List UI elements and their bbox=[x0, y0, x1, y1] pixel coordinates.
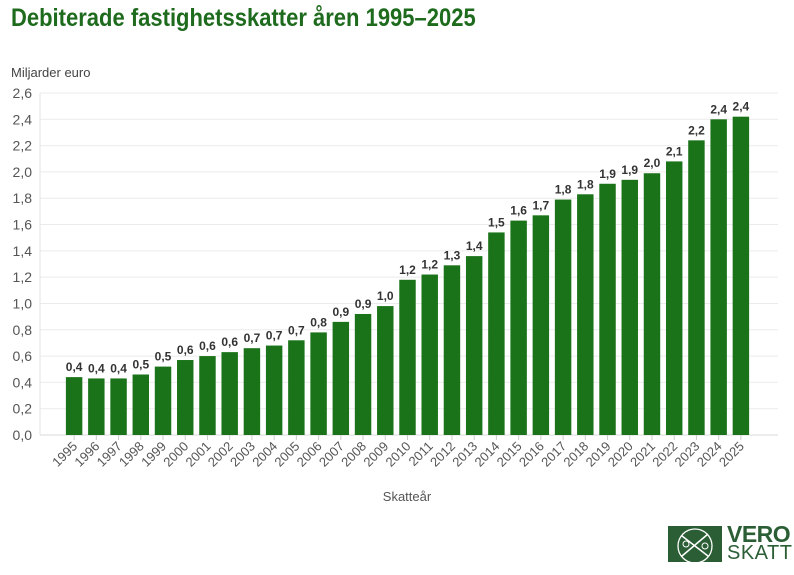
bar-2013 bbox=[465, 256, 483, 435]
data-label-2008: 0,9 bbox=[355, 297, 372, 311]
y-tick-label: 1,4 bbox=[13, 243, 33, 259]
chart-title: Debiterade fastighetsskatter åren 1995–2… bbox=[11, 4, 476, 32]
data-label-2010: 1,2 bbox=[399, 263, 416, 277]
data-label-2012: 1,3 bbox=[444, 248, 461, 262]
data-label-2000: 0,6 bbox=[177, 343, 194, 357]
data-label-2014: 1,5 bbox=[488, 215, 505, 229]
data-label-2025: 2,4 bbox=[733, 100, 750, 114]
data-label-2013: 1,4 bbox=[466, 239, 483, 253]
x-tick-label-2025: 2025 bbox=[716, 439, 747, 470]
data-label-2023: 2,2 bbox=[688, 123, 705, 137]
y-tick-label: 1,6 bbox=[13, 217, 33, 233]
bar-2016 bbox=[532, 215, 550, 435]
emblem-icon bbox=[668, 526, 722, 562]
data-label-2001: 0,6 bbox=[199, 339, 216, 353]
bar-2003 bbox=[243, 348, 261, 435]
data-label-2016: 1,7 bbox=[533, 198, 550, 212]
bar-2012 bbox=[443, 265, 461, 435]
y-tick-label: 1,8 bbox=[13, 190, 33, 206]
data-label-2011: 1,2 bbox=[421, 258, 438, 272]
y-tick-label: 2,6 bbox=[13, 85, 33, 101]
y-tick-label: 0,4 bbox=[13, 374, 33, 390]
data-label-2002: 0,6 bbox=[221, 335, 238, 349]
bar-2004 bbox=[265, 345, 283, 435]
data-label-2004: 0,7 bbox=[266, 329, 283, 343]
data-label-2018: 1,8 bbox=[577, 177, 594, 191]
data-label-2022: 2,1 bbox=[666, 144, 683, 158]
bar-2010 bbox=[399, 279, 416, 435]
bar-2000 bbox=[177, 360, 194, 435]
bar-2021 bbox=[643, 173, 661, 435]
bar-2017 bbox=[554, 199, 572, 435]
data-label-2017: 1,8 bbox=[555, 183, 572, 197]
data-label-2019: 1,9 bbox=[599, 167, 616, 181]
y-tick-label: 0,6 bbox=[13, 348, 33, 364]
data-label-2003: 0,7 bbox=[244, 331, 261, 345]
y-tick-label: 0,8 bbox=[13, 322, 33, 338]
y-tick-label: 0,2 bbox=[13, 401, 33, 417]
bar-1998 bbox=[132, 374, 150, 435]
bar-2002 bbox=[221, 352, 238, 435]
y-tick-label: 2,2 bbox=[13, 138, 33, 154]
data-label-2009: 1,0 bbox=[377, 289, 394, 303]
y-tick-label: 0,0 bbox=[13, 427, 33, 443]
bar-2005 bbox=[288, 340, 305, 435]
bar-2009 bbox=[377, 306, 394, 435]
y-tick-label: 1,2 bbox=[13, 269, 33, 285]
y-tick-label: 2,4 bbox=[13, 111, 33, 127]
bar-2001 bbox=[199, 356, 216, 435]
bar-2019 bbox=[599, 183, 616, 435]
data-label-2006: 0,8 bbox=[310, 315, 327, 329]
bar-2008 bbox=[354, 313, 372, 435]
vero-skatt-logo: VERO SKATT bbox=[668, 521, 792, 565]
bar-2020 bbox=[621, 179, 638, 435]
bar-2022 bbox=[665, 161, 683, 435]
data-label-1998: 0,5 bbox=[132, 357, 149, 371]
data-label-1999: 0,5 bbox=[155, 350, 172, 364]
bar-2024 bbox=[710, 119, 727, 436]
data-label-1995: 0,4 bbox=[66, 360, 83, 374]
bar-2025 bbox=[732, 116, 750, 435]
bar-2015 bbox=[510, 220, 527, 435]
bar-1995 bbox=[65, 377, 83, 435]
bar-2018 bbox=[577, 194, 594, 435]
logo-text-vero: VERO bbox=[727, 521, 791, 547]
logo-text-skatt: SKATT bbox=[727, 542, 793, 564]
data-label-2020: 1,9 bbox=[621, 163, 638, 177]
bar-1999 bbox=[154, 366, 172, 435]
bar-2014 bbox=[488, 232, 505, 435]
y-tick-label: 1,0 bbox=[13, 295, 33, 311]
data-label-2015: 1,6 bbox=[510, 204, 527, 218]
y-axis-label: Miljarder euro bbox=[11, 65, 91, 80]
data-label-2024: 2,4 bbox=[710, 102, 727, 116]
data-label-2007: 0,9 bbox=[332, 305, 349, 319]
bar-2011 bbox=[421, 274, 438, 435]
bar-2023 bbox=[688, 140, 705, 435]
bar-2007 bbox=[332, 321, 350, 435]
bar-1997 bbox=[110, 378, 127, 435]
data-label-1996: 0,4 bbox=[88, 361, 105, 375]
bar-1996 bbox=[88, 378, 105, 435]
data-label-1997: 0,4 bbox=[110, 361, 127, 375]
bar-2006 bbox=[310, 332, 327, 435]
y-tick-label: 2,0 bbox=[13, 164, 33, 180]
x-axis-label: Skatteår bbox=[382, 489, 432, 504]
data-label-2005: 0,7 bbox=[288, 323, 305, 337]
data-label-2021: 2,0 bbox=[644, 156, 661, 170]
